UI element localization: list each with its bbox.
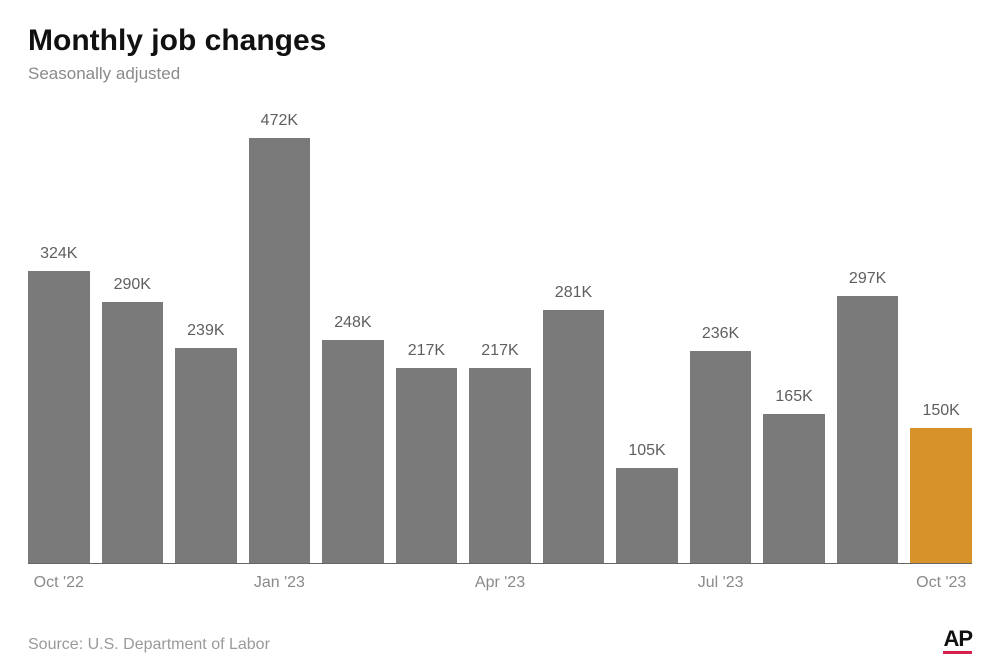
bar [837, 296, 899, 563]
bar-value-label: 281K [555, 284, 592, 302]
bar [102, 302, 164, 563]
bar [469, 368, 531, 563]
plot-area: 324K 290K 239K 472K 248K 217K 217K 281K 105K 236K… [28, 108, 972, 564]
bar-wrap: 236K [690, 108, 752, 563]
bar-wrap: 281K [543, 108, 605, 563]
bar-value-label: 472K [261, 112, 298, 130]
bar-value-label: 248K [334, 314, 371, 332]
bar-wrap: 217K [396, 108, 458, 563]
bar [249, 138, 311, 563]
bar [690, 351, 752, 564]
bar-value-label: 290K [114, 276, 151, 294]
bar-wrap: 248K [322, 108, 384, 563]
chart-footer: Source: U.S. Department of Labor AP [28, 628, 972, 654]
chart-container: Monthly job changes Seasonally adjusted … [0, 0, 1000, 672]
bars-group: 324K 290K 239K 472K 248K 217K 217K 281K 105K 236K… [28, 108, 972, 563]
bar-wrap: 324K [28, 108, 90, 563]
chart-title: Monthly job changes [28, 24, 972, 58]
x-axis: Oct '22 Jan '23 Apr '23 Jul '23 Oct '23 [28, 574, 972, 598]
bar [396, 368, 458, 563]
chart-subtitle: Seasonally adjusted [28, 64, 972, 84]
bar-wrap: 290K [102, 108, 164, 563]
bar-value-label: 217K [481, 342, 518, 360]
bar [910, 428, 972, 563]
bar [322, 340, 384, 563]
bar-value-label: 150K [922, 402, 959, 420]
bar-wrap: 165K [763, 108, 825, 563]
x-tick-label: Oct '22 [34, 574, 84, 592]
bar-value-label: 236K [702, 325, 739, 343]
bar [763, 414, 825, 563]
x-tick-label: Apr '23 [475, 574, 525, 592]
bar-wrap: 297K [837, 108, 899, 563]
bar-wrap: 217K [469, 108, 531, 563]
ap-logo: AP [943, 628, 972, 654]
source-text: Source: U.S. Department of Labor [28, 636, 270, 654]
bar-value-label: 105K [628, 442, 665, 460]
x-tick-label: Oct '23 [916, 574, 966, 592]
bar [175, 348, 237, 563]
bar-value-label: 297K [849, 270, 886, 288]
x-tick-label: Jan '23 [254, 574, 305, 592]
bar-value-label: 165K [775, 388, 812, 406]
bar-wrap: 472K [249, 108, 311, 563]
bar [543, 310, 605, 563]
bar [28, 271, 90, 563]
bar-value-label: 239K [187, 322, 224, 340]
bar [616, 468, 678, 563]
bar-wrap: 150K [910, 108, 972, 563]
bar-value-label: 217K [408, 342, 445, 360]
bar-value-label: 324K [40, 245, 77, 263]
x-tick-label: Jul '23 [698, 574, 744, 592]
bar-wrap: 105K [616, 108, 678, 563]
bar-wrap: 239K [175, 108, 237, 563]
